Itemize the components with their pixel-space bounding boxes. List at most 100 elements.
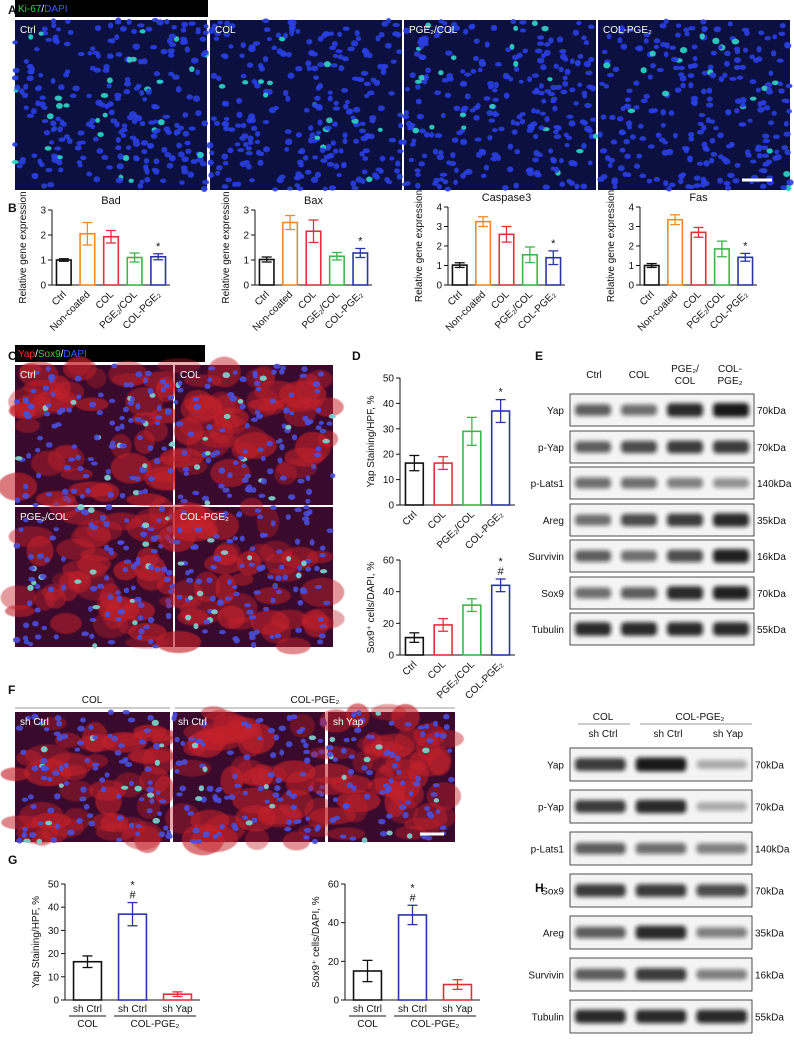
nucleus bbox=[332, 106, 341, 111]
nucleus bbox=[323, 600, 331, 606]
blot-band bbox=[621, 477, 657, 489]
nucleus bbox=[678, 178, 684, 185]
nucleus bbox=[257, 785, 264, 792]
nucleus bbox=[41, 183, 48, 189]
nucleus bbox=[514, 121, 521, 126]
nucleus bbox=[280, 365, 287, 371]
nucleus bbox=[202, 179, 210, 185]
nucleus bbox=[147, 387, 154, 395]
nucleus bbox=[193, 403, 202, 411]
nucleus bbox=[550, 84, 558, 91]
x-tick-label: Ctrl bbox=[446, 289, 465, 308]
cytoplasm bbox=[127, 748, 175, 764]
blot-band bbox=[575, 1009, 626, 1024]
nucleus bbox=[104, 575, 110, 581]
nucleus bbox=[438, 177, 444, 182]
nucleus bbox=[116, 163, 124, 170]
nucleus bbox=[525, 168, 533, 174]
nucleus bbox=[150, 535, 158, 542]
blot-label: Yap bbox=[547, 406, 564, 417]
nucleus bbox=[258, 717, 264, 723]
nucleus bbox=[114, 92, 122, 98]
nucleus bbox=[176, 594, 183, 600]
nucleus bbox=[245, 151, 253, 156]
nucleus bbox=[464, 93, 471, 100]
nucleus bbox=[63, 465, 72, 471]
error-bar bbox=[362, 959, 373, 983]
nucleus bbox=[647, 74, 653, 80]
nucleus bbox=[680, 82, 686, 89]
nucleus bbox=[278, 725, 286, 732]
nucleus bbox=[513, 182, 519, 189]
image-label: COL bbox=[180, 370, 201, 381]
nucleus bbox=[224, 596, 232, 601]
nucleus bbox=[117, 540, 125, 545]
nucleus bbox=[47, 776, 53, 782]
image-bg bbox=[404, 20, 596, 190]
nucleus bbox=[306, 66, 312, 72]
nucleus bbox=[270, 752, 277, 759]
nucleus bbox=[247, 140, 254, 145]
nucleus bbox=[136, 634, 143, 640]
nucleus bbox=[105, 504, 113, 511]
nucleus bbox=[757, 101, 763, 107]
nucleus bbox=[336, 173, 342, 178]
nucleus bbox=[492, 88, 498, 93]
nucleus bbox=[264, 799, 271, 804]
nucleus bbox=[758, 168, 765, 173]
nucleus bbox=[40, 757, 48, 764]
nucleus bbox=[237, 398, 244, 404]
nucleus bbox=[547, 92, 556, 97]
nucleus bbox=[404, 722, 412, 727]
nucleus bbox=[120, 127, 128, 133]
nucleus bbox=[308, 735, 317, 741]
nucleus bbox=[661, 149, 669, 156]
nucleus bbox=[183, 804, 190, 812]
nucleus bbox=[581, 142, 587, 150]
blot-band bbox=[621, 622, 657, 636]
nucleus bbox=[23, 639, 30, 645]
nucleus bbox=[408, 157, 415, 163]
nucleus bbox=[205, 457, 212, 464]
nucleus bbox=[454, 167, 459, 173]
nucleus bbox=[494, 62, 502, 67]
nucleus bbox=[107, 709, 114, 715]
nucleus bbox=[257, 79, 265, 84]
nucleus bbox=[150, 548, 158, 554]
y-tick-label: 30 bbox=[383, 424, 395, 435]
nucleus bbox=[267, 771, 275, 778]
nucleus bbox=[146, 786, 155, 793]
nucleus bbox=[195, 838, 203, 844]
nucleus bbox=[276, 797, 284, 802]
nucleus bbox=[444, 186, 451, 192]
nucleus bbox=[434, 133, 443, 139]
nucleus bbox=[266, 80, 274, 86]
nucleus bbox=[56, 27, 61, 32]
nucleus bbox=[243, 754, 251, 761]
nucleus bbox=[249, 117, 256, 124]
nucleus bbox=[192, 490, 200, 496]
nucleus bbox=[359, 121, 366, 127]
nucleus bbox=[248, 562, 255, 567]
lane-label: PGE₂/ bbox=[671, 364, 699, 375]
nucleus bbox=[92, 643, 98, 649]
nucleus bbox=[235, 123, 242, 128]
nucleus bbox=[168, 33, 176, 39]
nucleus bbox=[241, 463, 247, 469]
nucleus bbox=[404, 800, 412, 805]
nucleus bbox=[303, 505, 310, 510]
nucleus bbox=[147, 714, 154, 721]
nucleus bbox=[519, 118, 526, 125]
nucleus bbox=[473, 115, 480, 121]
nucleus bbox=[242, 815, 248, 820]
nucleus bbox=[229, 794, 236, 801]
nucleus bbox=[340, 747, 347, 755]
nucleus bbox=[484, 41, 490, 48]
nucleus bbox=[770, 50, 777, 57]
nucleus bbox=[640, 98, 648, 103]
nucleus bbox=[765, 89, 774, 95]
nucleus bbox=[653, 44, 660, 49]
nucleus bbox=[761, 133, 770, 139]
blot-band bbox=[713, 440, 749, 454]
nucleus bbox=[196, 156, 204, 163]
